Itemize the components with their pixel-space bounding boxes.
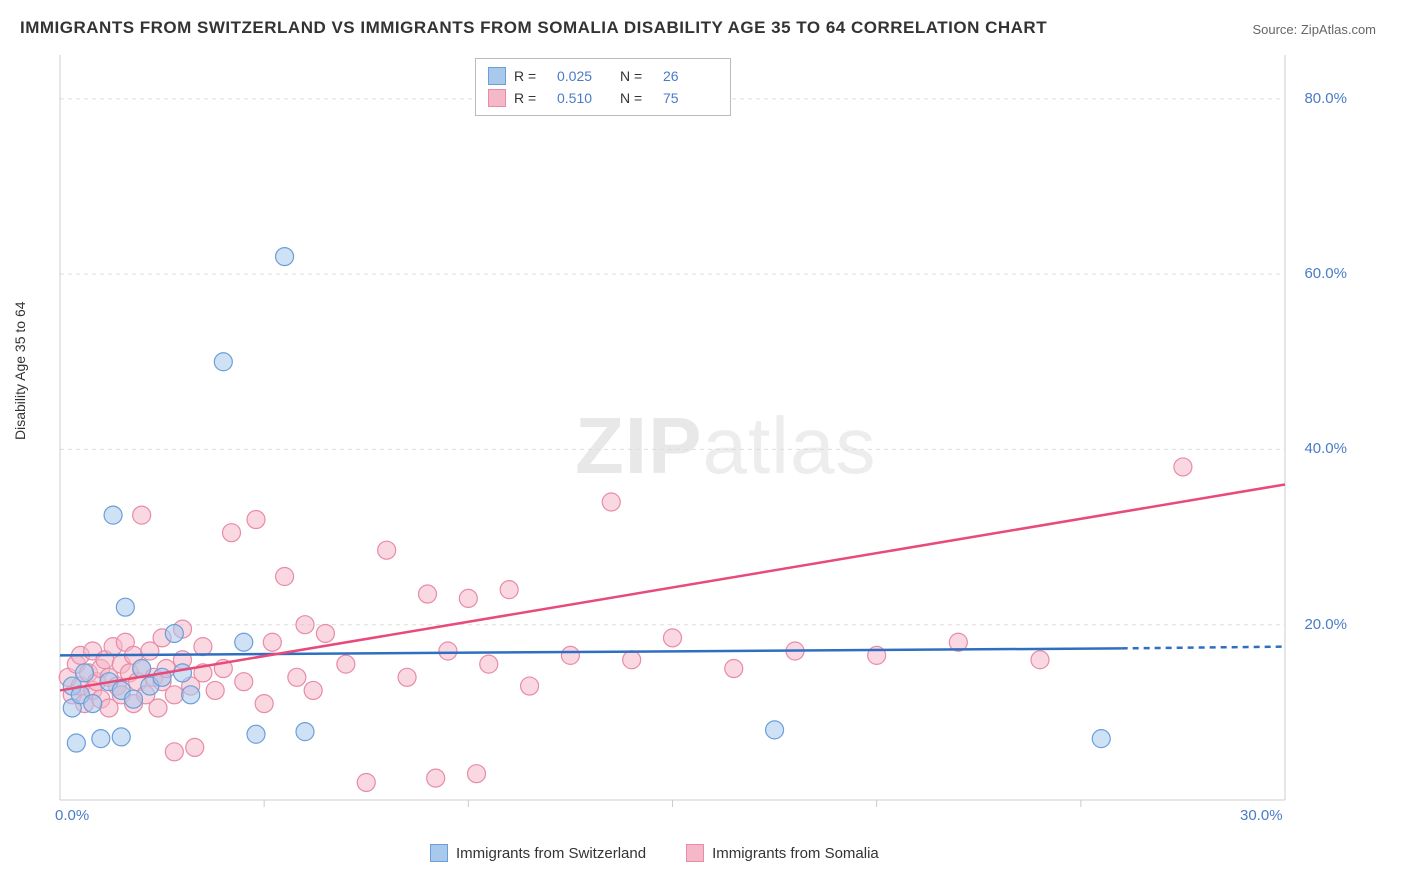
stats-legend: R = 0.025 N = 26 R = 0.510 N = 75 — [475, 58, 731, 116]
series-legend: Immigrants from Switzerland Immigrants f… — [430, 844, 879, 862]
r-value: 0.510 — [557, 87, 612, 109]
swatch-icon — [686, 844, 704, 862]
chart-title: IMMIGRANTS FROM SWITZERLAND VS IMMIGRANT… — [20, 18, 1047, 38]
stats-legend-row: R = 0.510 N = 75 — [488, 87, 718, 109]
r-label: R = — [514, 65, 549, 87]
n-value: 75 — [663, 87, 718, 109]
legend-item: Immigrants from Somalia — [686, 844, 879, 862]
legend-label: Immigrants from Switzerland — [456, 845, 646, 862]
r-label: R = — [514, 87, 549, 109]
swatch-icon — [488, 89, 506, 107]
swatch-icon — [488, 67, 506, 85]
legend-label: Immigrants from Somalia — [712, 845, 879, 862]
legend-item: Immigrants from Switzerland — [430, 844, 646, 862]
n-label: N = — [620, 87, 655, 109]
r-value: 0.025 — [557, 65, 612, 87]
chart-svg — [55, 50, 1365, 830]
swatch-icon — [430, 844, 448, 862]
plot-area: ZIPatlas R = 0.025 N = 26 R = 0.510 N = … — [55, 50, 1365, 830]
source-label: Source: ZipAtlas.com — [1252, 22, 1376, 37]
y-tick-label: 20.0% — [1304, 616, 1347, 633]
y-tick-label: 60.0% — [1304, 265, 1347, 282]
n-value: 26 — [663, 65, 718, 87]
stats-legend-row: R = 0.025 N = 26 — [488, 65, 718, 87]
x-tick-label: 0.0% — [55, 807, 89, 824]
y-tick-label: 80.0% — [1304, 90, 1347, 107]
x-tick-label: 30.0% — [1240, 807, 1283, 824]
n-label: N = — [620, 65, 655, 87]
y-axis-label: Disability Age 35 to 64 — [12, 301, 28, 440]
y-tick-label: 40.0% — [1304, 440, 1347, 457]
